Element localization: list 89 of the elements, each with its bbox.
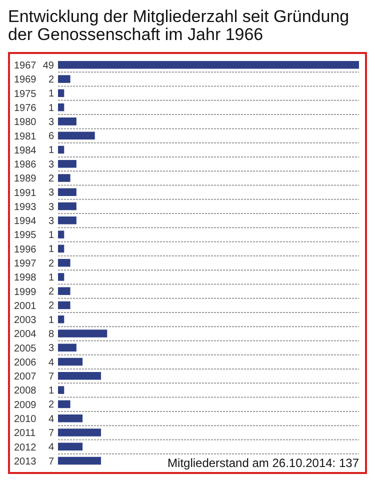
y-tick-label: 1981 bbox=[14, 131, 37, 142]
bar bbox=[58, 344, 76, 352]
data-label: 1 bbox=[48, 314, 54, 326]
y-tick-label: 1980 bbox=[14, 117, 37, 128]
data-label: 6 bbox=[48, 131, 54, 142]
bar bbox=[58, 188, 76, 196]
data-label: 7 bbox=[48, 456, 54, 468]
bar bbox=[58, 400, 70, 408]
data-label: 3 bbox=[48, 159, 54, 170]
bar bbox=[58, 103, 64, 112]
data-label: 1 bbox=[48, 102, 54, 114]
y-tick-label: 2003 bbox=[14, 315, 37, 326]
data-label: 3 bbox=[48, 202, 54, 213]
y-tick-label: 2012 bbox=[14, 442, 37, 454]
y-tick-label: 2011 bbox=[14, 428, 36, 440]
bar bbox=[58, 330, 108, 338]
bar bbox=[58, 174, 70, 182]
bar bbox=[58, 258, 70, 267]
data-label: 49 bbox=[42, 60, 54, 72]
bar bbox=[58, 61, 359, 69]
data-label: 8 bbox=[48, 329, 54, 340]
y-tick-label: 1976 bbox=[14, 102, 37, 114]
y-tick-label: 2009 bbox=[14, 400, 37, 411]
y-tick-label: 1993 bbox=[14, 202, 37, 213]
annotation: Mitgliederstand am 26.10.2014: 137 bbox=[168, 456, 359, 470]
bar bbox=[58, 230, 64, 238]
bar bbox=[58, 89, 64, 98]
bar bbox=[58, 146, 64, 154]
data-label: 4 bbox=[48, 414, 54, 425]
y-tick-label: 1991 bbox=[14, 188, 37, 199]
data-label: 1 bbox=[48, 244, 54, 256]
y-tick-label: 2005 bbox=[14, 343, 37, 354]
y-tick-label: 1967 bbox=[14, 60, 37, 72]
y-tick-label: 1996 bbox=[14, 244, 37, 256]
y-tick-label: 1989 bbox=[14, 174, 37, 185]
data-label: 7 bbox=[48, 371, 54, 382]
bar bbox=[58, 132, 95, 140]
data-label: 2 bbox=[48, 286, 54, 298]
y-tick-label: 2008 bbox=[14, 386, 37, 397]
data-label: 2 bbox=[48, 400, 54, 411]
y-tick-label: 1994 bbox=[14, 216, 37, 228]
data-label: 2 bbox=[48, 300, 54, 312]
data-label: 2 bbox=[48, 74, 54, 86]
bar bbox=[58, 386, 64, 394]
bar bbox=[58, 414, 83, 422]
data-label: 1 bbox=[48, 88, 54, 100]
data-label: 1 bbox=[48, 230, 54, 242]
y-tick-label: 2007 bbox=[14, 372, 37, 383]
data-label: 1 bbox=[48, 145, 54, 156]
data-label: 4 bbox=[48, 357, 54, 368]
data-label: 1 bbox=[48, 272, 54, 284]
bar bbox=[58, 75, 70, 83]
y-tick-label: 2004 bbox=[14, 329, 37, 340]
bar bbox=[58, 216, 76, 224]
y-tick-label: 2001 bbox=[14, 300, 37, 312]
bar bbox=[58, 358, 83, 366]
y-tick-label: 2010 bbox=[14, 414, 37, 426]
y-tick-label: 1986 bbox=[14, 160, 37, 171]
data-label: 4 bbox=[48, 442, 54, 454]
y-tick-label: 1969 bbox=[14, 74, 37, 86]
y-tick-label: 2013 bbox=[14, 456, 37, 468]
bar bbox=[58, 442, 83, 450]
data-label: 7 bbox=[48, 428, 54, 439]
data-label: 2 bbox=[48, 173, 54, 184]
bar bbox=[58, 118, 76, 126]
data-label: 1 bbox=[48, 386, 54, 397]
y-tick-label: 1995 bbox=[14, 230, 37, 242]
bar bbox=[58, 456, 101, 465]
bar bbox=[58, 273, 64, 281]
y-tick-label: 2006 bbox=[14, 357, 37, 368]
bar bbox=[58, 160, 76, 168]
data-label: 3 bbox=[48, 343, 54, 354]
data-label: 3 bbox=[48, 188, 54, 199]
y-tick-label: 1975 bbox=[14, 88, 37, 100]
bar bbox=[58, 202, 76, 210]
data-label: 3 bbox=[48, 216, 54, 227]
y-tick-label: 1999 bbox=[14, 286, 37, 298]
chart-title: Entwicklung der Mitgliederzahl seit Gründung der Genossenschaft im Jahr 1966 bbox=[8, 7, 350, 44]
bar bbox=[58, 244, 64, 253]
bar bbox=[58, 287, 70, 295]
bar bbox=[58, 301, 70, 310]
y-tick-label: 1984 bbox=[14, 145, 37, 156]
data-label: 2 bbox=[48, 258, 54, 270]
data-label: 3 bbox=[48, 116, 54, 128]
y-tick-label: 1997 bbox=[14, 258, 37, 270]
y-tick-label: 1998 bbox=[14, 272, 37, 284]
bar bbox=[58, 372, 101, 380]
bar bbox=[58, 428, 101, 436]
bar bbox=[58, 315, 64, 324]
